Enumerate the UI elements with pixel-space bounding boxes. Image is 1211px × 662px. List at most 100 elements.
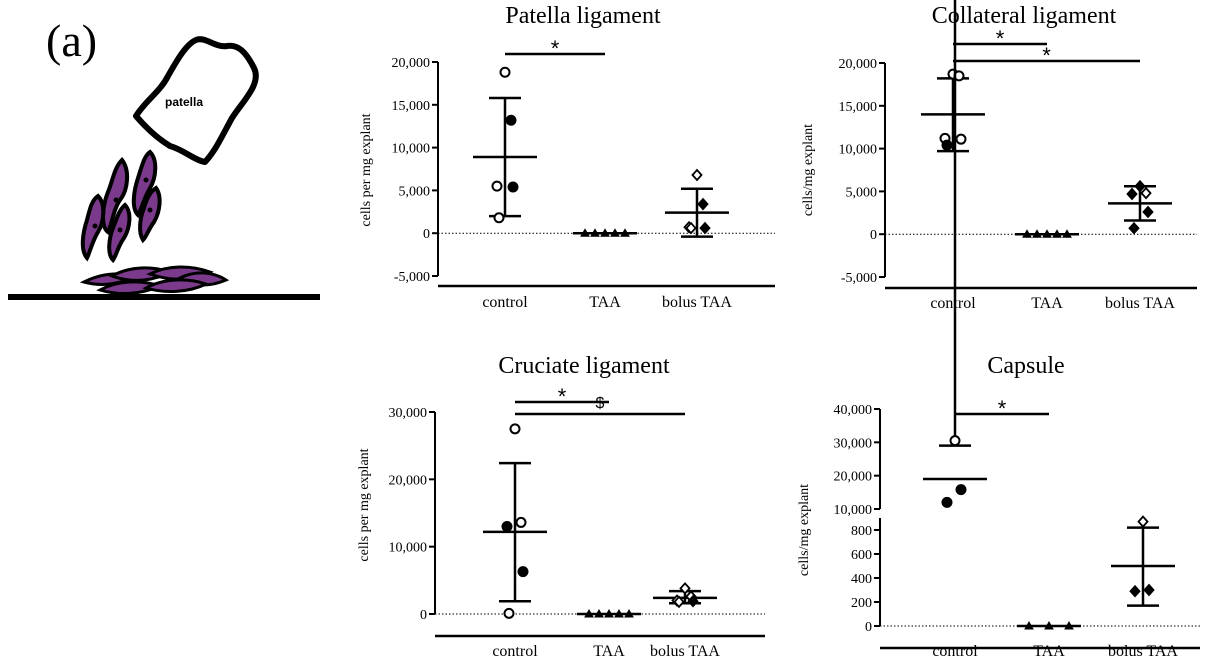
cell-nuclei-icon [92,177,153,233]
patella-label: patella [165,95,203,109]
data-group [921,68,985,153]
chart-title: Patella ligament [505,3,661,29]
data-point [499,66,511,78]
data-point [941,139,953,151]
data-point [955,484,967,496]
patella-tissue-icon [133,36,259,165]
x-tick-label: TAA [593,643,625,660]
y-axis-label: cells/mg explant [801,124,816,216]
data-point [1134,179,1146,193]
x-tick-label: control [492,643,538,660]
data-point [610,228,620,237]
data-group [573,228,637,237]
culture-plate [8,294,320,300]
data-point [509,423,521,435]
data-group [483,423,547,619]
significance-marker: * [1042,43,1051,68]
x-tick-label: TAA [1031,295,1063,312]
y-tick-label: -5,000 [841,271,877,286]
data-point [503,607,515,619]
y-tick-label: 15,000 [839,100,878,115]
data-point [1142,205,1154,219]
y-tick-label: 10,000 [389,541,428,556]
data-point [1044,620,1054,630]
data-point [1062,229,1072,238]
data-point [687,594,699,608]
x-tick-label: bolus TAA [662,294,732,311]
chart-cruciate-ligament: Cruciate ligament cells per mg explant 0 10… [357,353,765,660]
data-point [1140,186,1152,200]
y-axis-label: cells/mg explant [797,484,812,576]
data-point [949,435,961,447]
chart-title: Cruciate ligament [498,353,670,379]
data-point [580,228,590,237]
data-point [1024,620,1034,630]
y-tick-label: 400 [851,572,872,587]
data-point [1032,229,1042,238]
y-tick-label: 20,000 [834,470,873,485]
significance-marker: * [998,396,1007,421]
y-axis: -5,000 0 5,000 10,000 15,000 20,000 [839,57,886,286]
chart-title: Collateral ligament [932,3,1117,29]
chart-patella-ligament: Patella ligament cells per mg explant -5,0… [359,3,775,311]
data-point [685,221,697,235]
data-point [491,180,503,192]
data-point [614,608,624,618]
chart-capsule: Capsule cells/mg explant 10,000 20,000 30,00… [797,0,1200,660]
y-tick-label: 20,000 [839,57,878,72]
data-point [493,212,505,224]
x-tick-label: bolus TAA [650,643,720,660]
data-point [1064,620,1074,630]
y-tick-label: 10,000 [392,142,431,157]
data-point [590,228,600,237]
y-axis: -5,000 0 5,000 10,000 15,000 20,000 [392,56,439,285]
y-axis-label: cells per mg explant [359,113,374,226]
y-tick-label: 5,000 [846,185,878,200]
y-axis: 10,000 20,000 30,000 40,000 0 200 400 600 800 [834,403,881,635]
y-tick-label: 800 [851,524,872,539]
data-point [955,133,967,145]
data-point [699,221,711,235]
y-tick-label: 5,000 [399,184,431,199]
data-point [505,114,517,126]
data-point [594,608,604,618]
data-group [665,168,729,238]
data-point [584,608,594,618]
y-axis: 0 10,000 20,000 30,000 [389,406,436,623]
y-tick-label: 20,000 [389,473,428,488]
data-point [604,608,614,618]
data-point [507,181,519,193]
data-point [620,228,630,237]
migrating-cells-icon [80,149,162,264]
y-tick-label: 10,000 [834,503,873,518]
significance-marker: * [558,384,567,409]
x-tick-label: bolus TAA [1105,295,1175,312]
x-tick-label: control [482,294,528,311]
y-tick-label: 20,000 [392,56,431,71]
attached-cells-icon [79,265,230,295]
x-tick-label: TAA [589,294,621,311]
x-tick-label: bolus TAA [1108,643,1178,660]
data-point [624,608,634,618]
data-group [923,0,987,508]
y-axis-label: cells per mg explant [357,448,372,561]
y-tick-label: 30,000 [389,406,428,421]
y-tick-label: 600 [851,548,872,563]
y-tick-label: 0 [420,608,427,623]
y-tick-label: 40,000 [834,403,873,418]
data-point [673,595,685,609]
data-point [600,228,610,237]
panel-label: (a) [46,15,97,66]
y-tick-label: 200 [851,596,872,611]
data-point [697,197,709,211]
data-point [1137,515,1149,528]
data-point [941,496,953,508]
data-point [1052,229,1062,238]
data-point [1143,583,1155,597]
data-group [1017,620,1081,630]
data-point [679,582,691,595]
significance-marker: * [551,36,560,61]
data-point [517,566,529,578]
y-tick-label: 10,000 [839,143,878,158]
y-tick-label: 15,000 [392,99,431,114]
